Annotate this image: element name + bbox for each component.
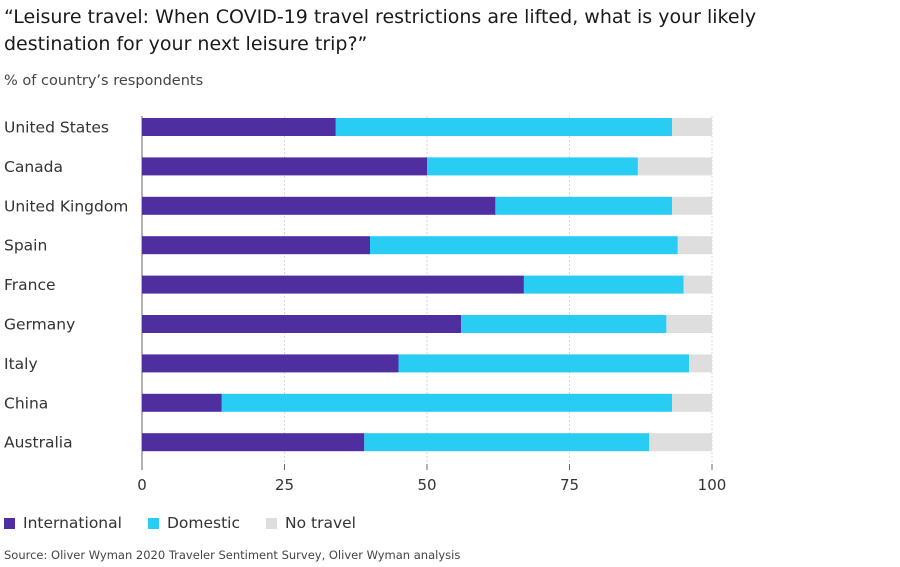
bar-domestic [370,236,678,255]
bar-international [142,433,365,452]
legend-swatch-domestic [147,517,159,529]
legend-item-no-travel: No travel [265,514,356,532]
chart-legend: International Domestic No travel [4,514,382,532]
bar-no-travel [672,196,712,215]
bar-international [142,354,399,373]
bar-no-travel [666,315,712,333]
chart-title: “Leisure travel: When COVID-19 travel re… [4,6,757,55]
y-category-label: United Kingdom [4,197,128,215]
legend-swatch-no-travel [265,517,277,529]
bar-international [142,118,336,136]
bar-no-travel [677,236,712,255]
y-category-label: France [4,276,56,294]
legend-label-international: International [23,514,122,532]
bar-domestic [398,354,690,373]
legend-label-no-travel: No travel [284,514,356,532]
bar-international [142,196,496,215]
bar-no-travel [683,275,712,294]
source-note: Source: Oliver Wyman 2020 Traveler Senti… [4,548,461,562]
x-tick-label: 75 [560,476,579,494]
bar-domestic [335,118,673,136]
bar-domestic [364,433,650,452]
x-tick-label: 50 [417,476,436,494]
x-tick-label: 100 [698,476,727,494]
bar-domestic [221,393,673,412]
bar-domestic [523,275,684,294]
y-category-label: United States [4,119,109,137]
legend-swatch-international [4,517,15,529]
y-category-label: Italy [4,355,38,373]
y-category-label: Spain [4,237,47,255]
stacked-bar-chart: 0 25 50 75 100 United States Canada United King… [4,116,727,494]
legend-label-domestic: Domestic [166,514,240,532]
y-category-label: Canada [4,158,63,176]
bar-no-travel [689,354,712,373]
x-tick-label: 0 [137,476,147,494]
bar-domestic [495,196,673,215]
bar-no-travel [637,157,712,176]
bar-domestic [461,315,667,333]
bar-international [142,275,524,294]
bar-international [142,157,427,176]
bar-international [142,393,222,412]
legend-item-international: International [4,514,122,532]
x-tick-label: 25 [275,476,294,494]
chart-subtitle: % of country’s respondents [4,73,204,89]
bar-international [142,236,370,255]
bar-no-travel [672,393,712,412]
y-category-label: China [4,394,48,412]
y-category-label: Germany [4,316,75,334]
bar-no-travel [649,433,712,452]
bar-domestic [427,157,638,176]
bar-no-travel [672,118,712,136]
legend-item-domestic: Domestic [147,514,240,532]
y-category-label: Australia [4,434,73,452]
bar-international [142,315,462,333]
